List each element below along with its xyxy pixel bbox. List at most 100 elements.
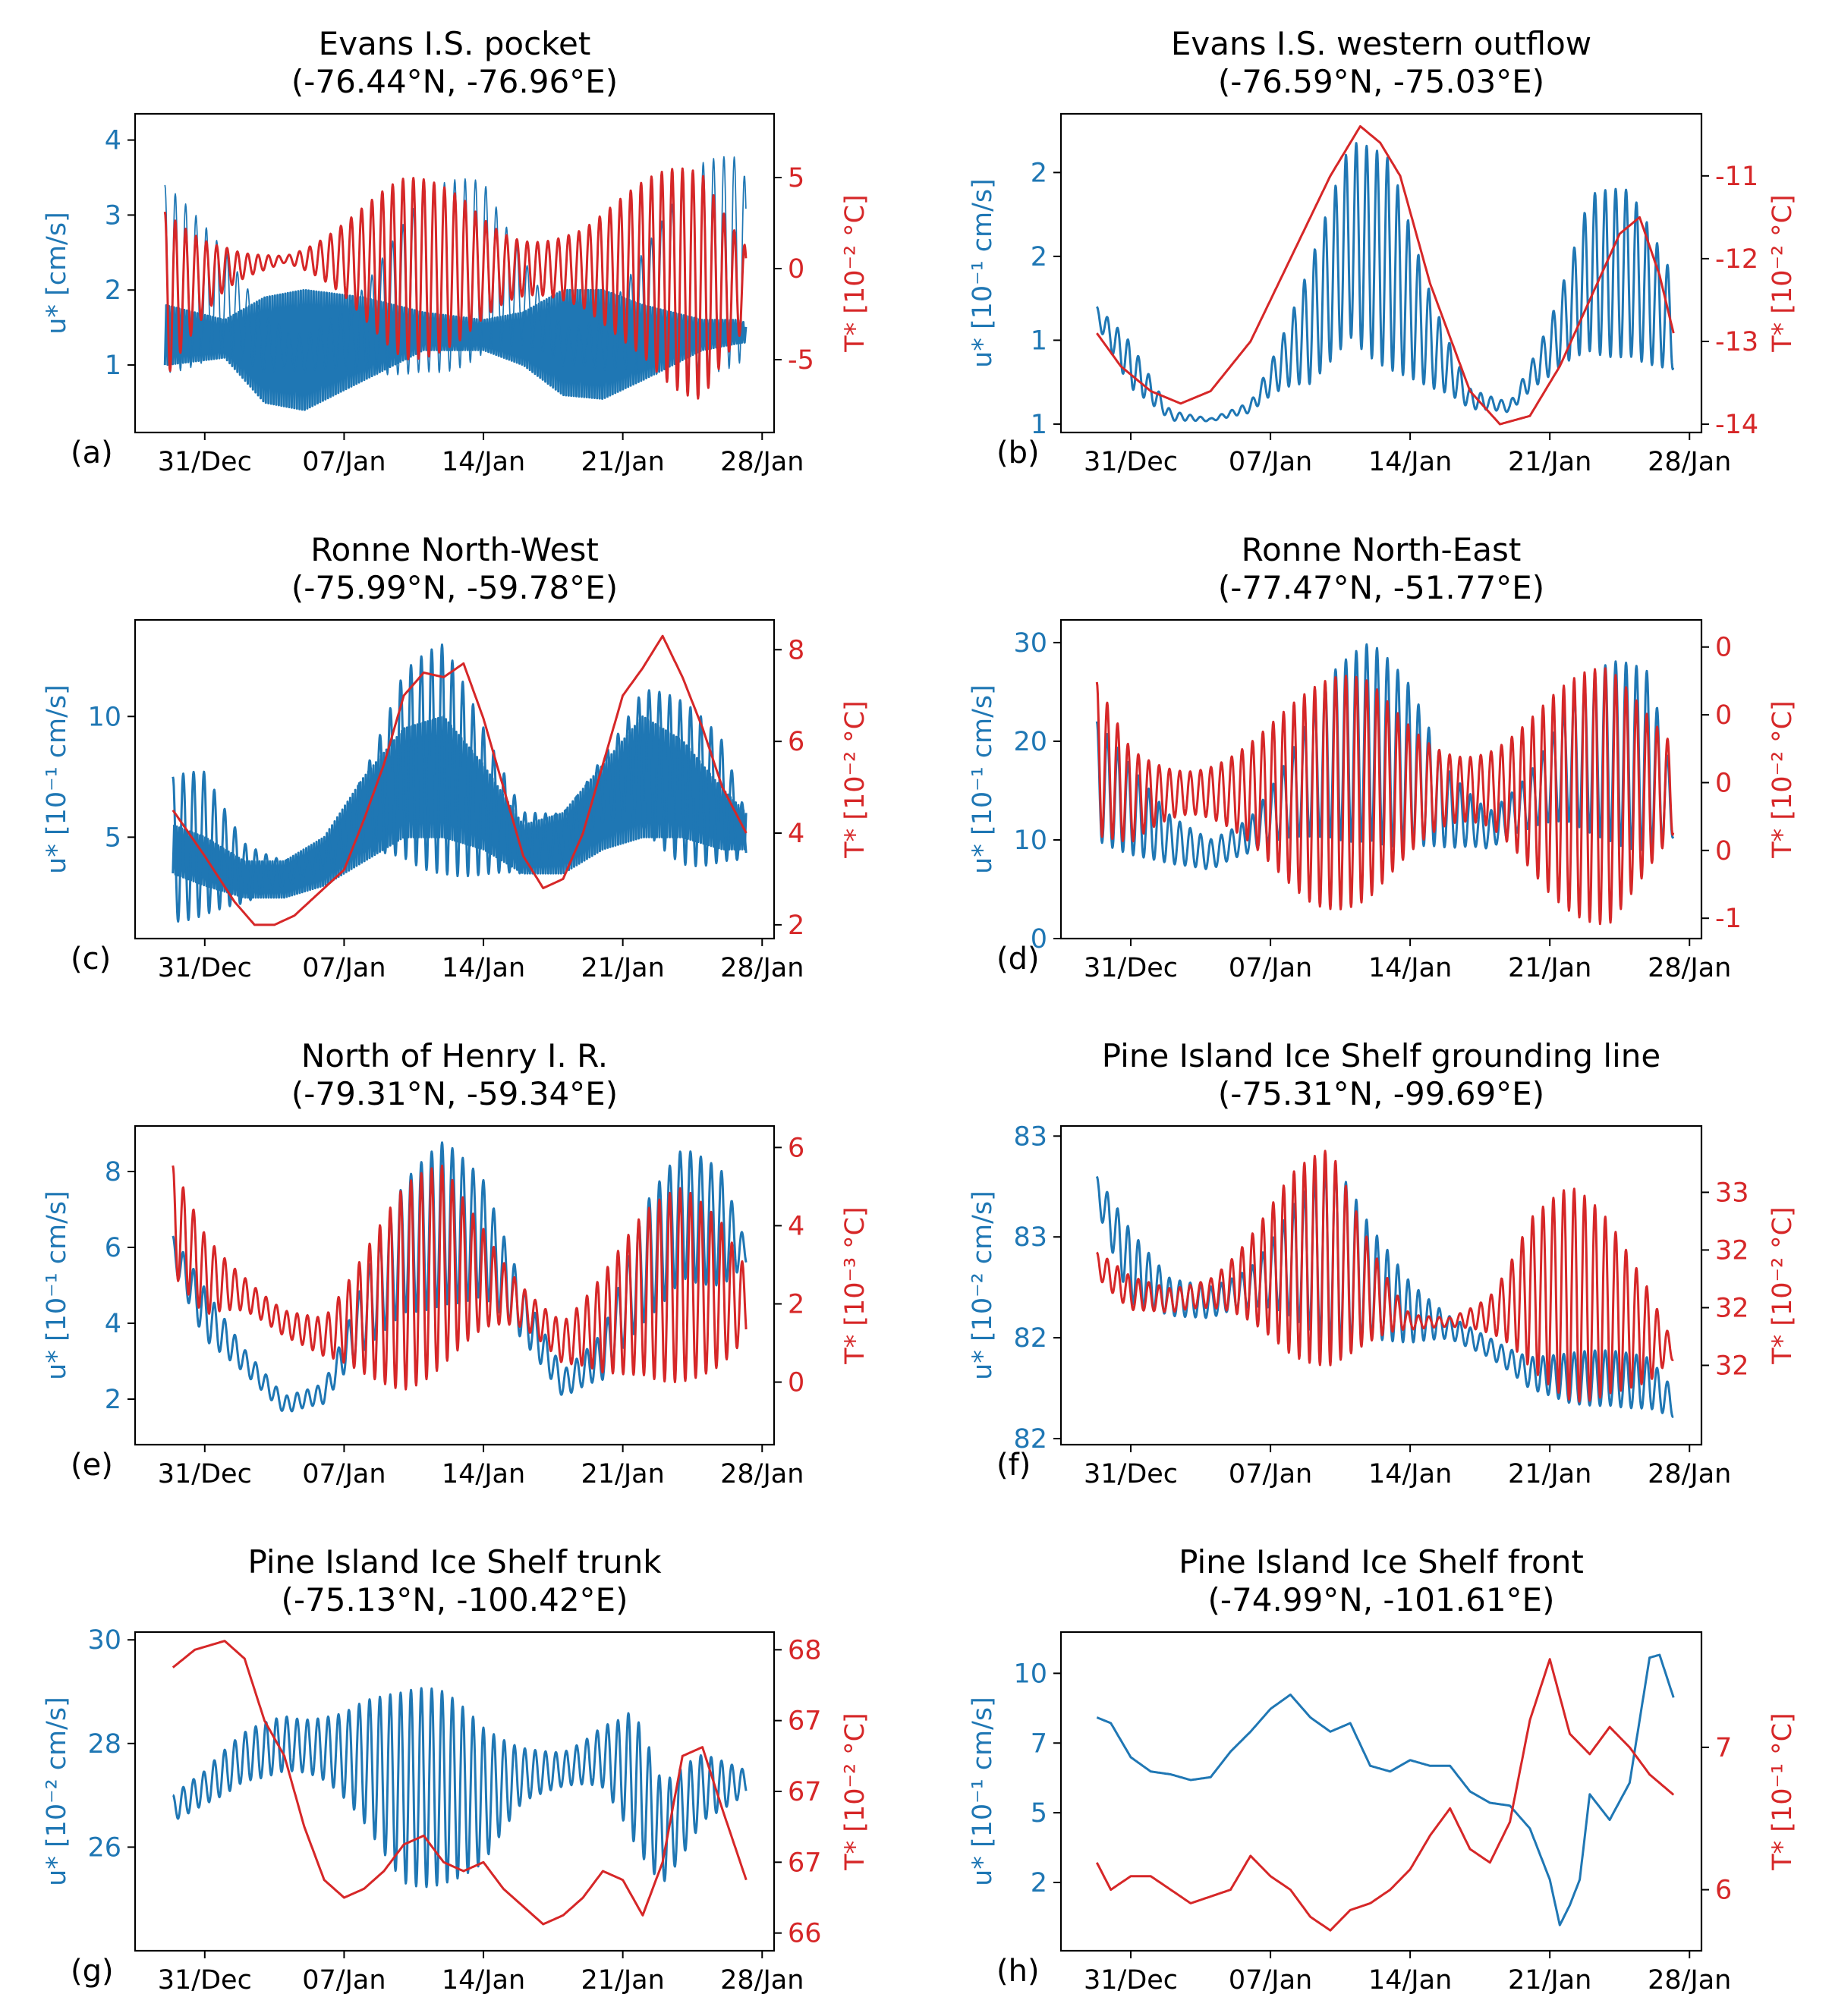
x-tick-label: 21/Jan (581, 1459, 665, 1489)
y-right-tick-label: 67 (788, 1777, 822, 1807)
plot-area (1095, 643, 1675, 926)
x-tick-label: 07/Jan (1229, 1459, 1312, 1489)
x-tick-label: 31/Dec (158, 1965, 252, 1996)
x-tick-label: 14/Jan (1368, 1459, 1452, 1489)
y-left-tick-label: 10 (1013, 826, 1047, 856)
x-tick-label: 28/Jan (720, 1965, 804, 1996)
u-series-line (1096, 142, 1675, 423)
x-tick-label: 21/Jan (1508, 1965, 1591, 1996)
t-series-line (1096, 1150, 1674, 1403)
y-left-axis-label: u* [10⁻¹ cm/s] (968, 684, 998, 874)
y-right-tick-label: 7 (1715, 1733, 1732, 1763)
panel-title: Pine Island Ice Shelf trunk (247, 1543, 662, 1580)
axes-frame (134, 618, 776, 940)
axes-frame (1059, 1631, 1703, 1952)
y-right-tick-label: 8 (788, 635, 804, 665)
y-right-tick-label: 6 (788, 1133, 804, 1163)
panel-title: Evans I.S. western outflow (1171, 25, 1591, 62)
y-left-tick-label: 7 (1031, 1728, 1047, 1759)
y-left-tick-label: 26 (87, 1832, 121, 1863)
y-right-tick-label: 4 (788, 819, 804, 849)
y-right-axis-label: T* [10⁻² °C] (840, 1712, 870, 1870)
y-left-tick-label: 3 (105, 200, 121, 231)
y-right-tick-label: -1 (1715, 904, 1742, 934)
x-tick-label: 28/Jan (1648, 1459, 1731, 1489)
y-left-axis-label: u* [10⁻¹ cm/s] (968, 178, 998, 368)
y-left-tick-label: 2 (1031, 158, 1047, 188)
y-right-tick-label: 0 (788, 254, 804, 285)
x-tick-label: 07/Jan (302, 953, 386, 983)
y-left-tick-label: 83 (1013, 1222, 1047, 1253)
x-tick-label: 21/Jan (581, 447, 665, 477)
y-left-tick-label: 4 (105, 1309, 121, 1339)
panel-title: Pine Island Ice Shelf front (1179, 1543, 1584, 1580)
y-left-tick-label: 2 (105, 275, 121, 306)
x-tick-label: 14/Jan (1368, 953, 1452, 983)
y-right-tick-label: 0 (788, 1368, 804, 1398)
panel-title: Evans I.S. pocket (319, 25, 591, 62)
y-right-axis-label: T* [10⁻³ °C] (840, 1206, 870, 1364)
t-series-line (163, 167, 748, 400)
y-left-axis-label: u* [10⁻¹ cm/s] (42, 684, 72, 874)
panel-letter: (g) (71, 1954, 114, 1989)
y-right-axis-label: T* [10⁻² °C] (1767, 194, 1798, 352)
axes-frame (1059, 112, 1703, 434)
u-series-line (172, 1687, 748, 1889)
x-tick-label: 28/Jan (1648, 447, 1731, 477)
u-series-band (163, 288, 748, 411)
x-tick-label: 14/Jan (442, 953, 525, 983)
y-right-tick-label: 4 (788, 1211, 804, 1241)
panel-title: Ronne North-East (1242, 531, 1522, 568)
y-right-tick-label: 32 (1715, 1235, 1749, 1266)
x-tick-label: 21/Jan (1508, 1459, 1591, 1489)
t-series-line (172, 1640, 748, 1926)
axes-frame (134, 1124, 776, 1446)
panel-title: Ronne North-West (310, 531, 599, 568)
plot-area (1095, 1653, 1675, 1932)
t-series-line (1096, 124, 1675, 426)
x-tick-label: 21/Jan (581, 1965, 665, 1996)
y-right-tick-label: -12 (1715, 244, 1758, 275)
plot-area (1096, 124, 1675, 426)
t-series-line (1095, 1658, 1675, 1932)
panel-letter: (e) (71, 1448, 113, 1483)
x-tick-label: 14/Jan (442, 1459, 525, 1489)
y-left-axis-label: u* [10⁻² cm/s] (968, 1190, 998, 1380)
x-tick-label: 07/Jan (302, 1459, 386, 1489)
panel-letter: (c) (71, 942, 111, 977)
panel-a: 31/Dec 07/Jan 14/Jan 21/Jan 28/Jan 1 2 3 4 -5 0 5 Ev… (42, 25, 870, 477)
x-tick-label: 31/Dec (1084, 447, 1178, 477)
x-tick-label: 21/Jan (1508, 447, 1591, 477)
x-tick-label: 21/Jan (581, 953, 665, 983)
x-tick-label: 07/Jan (1229, 1965, 1312, 1996)
y-left-axis-label: u* [cm/s] (42, 212, 72, 334)
y-left-tick-label: 8 (105, 1157, 121, 1187)
y-right-tick-label: 5 (788, 163, 804, 193)
x-tick-label: 28/Jan (720, 1459, 804, 1489)
panel-subtitle: (-76.44°N, -76.96°E) (291, 63, 618, 100)
x-tick-label: 31/Dec (158, 953, 252, 983)
y-left-tick-label: 1 (105, 351, 121, 381)
x-tick-label: 07/Jan (1229, 447, 1312, 477)
y-right-tick-label: 32 (1715, 1293, 1749, 1323)
plot-area (1095, 1150, 1674, 1418)
panel-c: 31/Dec 07/Jan 14/Jan 21/Jan 28/Jan 5 10 2 4 6 8 Ron… (42, 531, 870, 983)
axes-frame (1059, 1124, 1703, 1446)
y-left-axis-label: u* [10⁻¹ cm/s] (42, 1190, 72, 1380)
y-right-tick-label: 6 (788, 727, 804, 757)
y-right-axis-label: T* [10⁻² °C] (840, 700, 870, 858)
x-tick-label: 31/Dec (1084, 1965, 1178, 1996)
y-left-tick-label: 10 (87, 702, 121, 732)
y-right-tick-label: -13 (1715, 327, 1758, 357)
y-right-tick-label: -11 (1715, 162, 1758, 192)
panel-title: Pine Island Ice Shelf grounding line (1102, 1037, 1660, 1074)
x-tick-label: 07/Jan (302, 1965, 386, 1996)
x-tick-label: 07/Jan (1229, 953, 1312, 983)
panel-subtitle: (-77.47°N, -51.77°E) (1218, 569, 1544, 606)
plot-area (163, 156, 748, 411)
y-left-tick-label: 10 (1013, 1659, 1047, 1689)
panel-subtitle: (-75.99°N, -59.78°E) (291, 569, 618, 606)
x-tick-label: 28/Jan (1648, 1965, 1731, 1996)
y-right-tick-label: 0 (1715, 836, 1732, 866)
panel-g: 31/Dec 07/Jan 14/Jan 21/Jan 28/Jan 26 28 30 66 67… (42, 1543, 870, 1996)
